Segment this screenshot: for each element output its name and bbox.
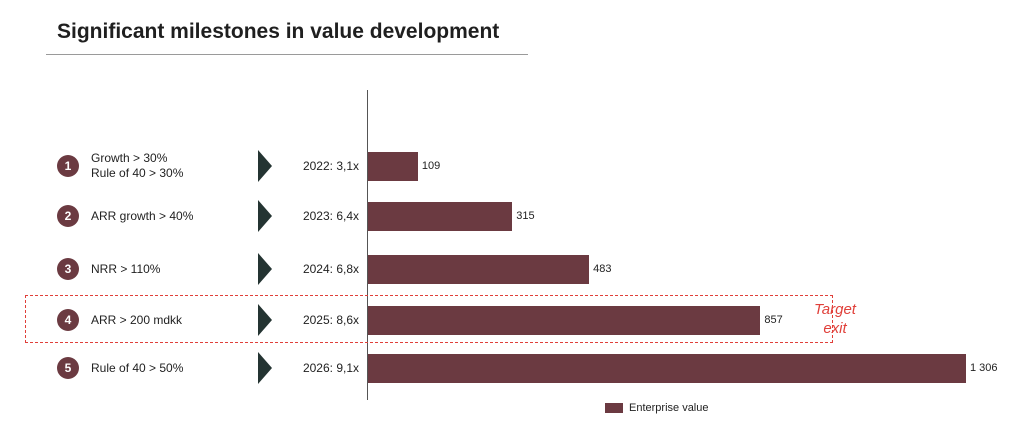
- milestone-criteria: ARR > 200 mdkk: [91, 313, 182, 328]
- legend-label: Enterprise value: [629, 402, 709, 414]
- milestone-criteria: NRR > 110%: [91, 262, 160, 277]
- category-label: 2024: 6,8x: [302, 262, 359, 276]
- milestone-criterion: Rule of 40 > 50%: [91, 360, 184, 375]
- category-label: 2022: 3,1x: [302, 159, 359, 173]
- category-label: 2025: 8,6x: [302, 313, 359, 327]
- milestone-number-badge: 3: [57, 258, 79, 280]
- bar-value-label: 857: [764, 314, 783, 326]
- milestone-criteria: Rule of 40 > 50%: [91, 361, 183, 376]
- legend: Enterprise value: [605, 402, 709, 414]
- legend-swatch: [605, 403, 623, 413]
- chevron-right-icon: [258, 253, 272, 285]
- category-label: 2026: 9,1x: [302, 361, 359, 375]
- chevron-right-icon: [258, 150, 272, 182]
- milestone-number-badge: 4: [57, 309, 79, 331]
- milestone-number-badge: 1: [57, 155, 79, 177]
- milestone-criterion: ARR > 200 mdkk: [91, 312, 183, 327]
- milestone-criteria: Growth > 30% Rule of 40 > 30%: [91, 151, 183, 181]
- bar: [368, 151, 418, 181]
- bar-value-label: 315: [516, 210, 535, 222]
- title-underline: [46, 54, 528, 55]
- y-axis-line: [367, 90, 368, 400]
- milestone-criteria: ARR growth > 40%: [91, 209, 193, 224]
- bar: [368, 305, 761, 335]
- target-label-line2: exit: [823, 320, 847, 337]
- milestone-number-badge: 5: [57, 357, 79, 379]
- bar-value-label: 1 306: [970, 362, 998, 374]
- category-label: 2023: 6,4x: [302, 209, 359, 223]
- bar: [368, 201, 513, 231]
- target-label-line1: Target: [814, 301, 856, 318]
- milestone-criterion: NRR > 110%: [91, 261, 161, 276]
- milestone-criterion: Rule of 40 > 30%: [91, 166, 184, 180]
- chart-title: Significant milestones in value developm…: [57, 20, 500, 43]
- bar: [368, 254, 590, 284]
- milestone-criterion: ARR growth > 40%: [91, 208, 194, 223]
- milestone-number-badge: 2: [57, 205, 79, 227]
- bar: [368, 353, 966, 383]
- milestone-criterion: Growth > 30%: [91, 151, 168, 165]
- chevron-right-icon: [258, 200, 272, 232]
- chevron-right-icon: [258, 304, 272, 336]
- bar-value-label: 109: [421, 160, 441, 172]
- bar-value-label: 483: [593, 263, 612, 275]
- target-exit-highlight: [25, 295, 833, 343]
- target-exit-label: Target exit: [804, 300, 866, 338]
- chevron-right-icon: [258, 352, 272, 384]
